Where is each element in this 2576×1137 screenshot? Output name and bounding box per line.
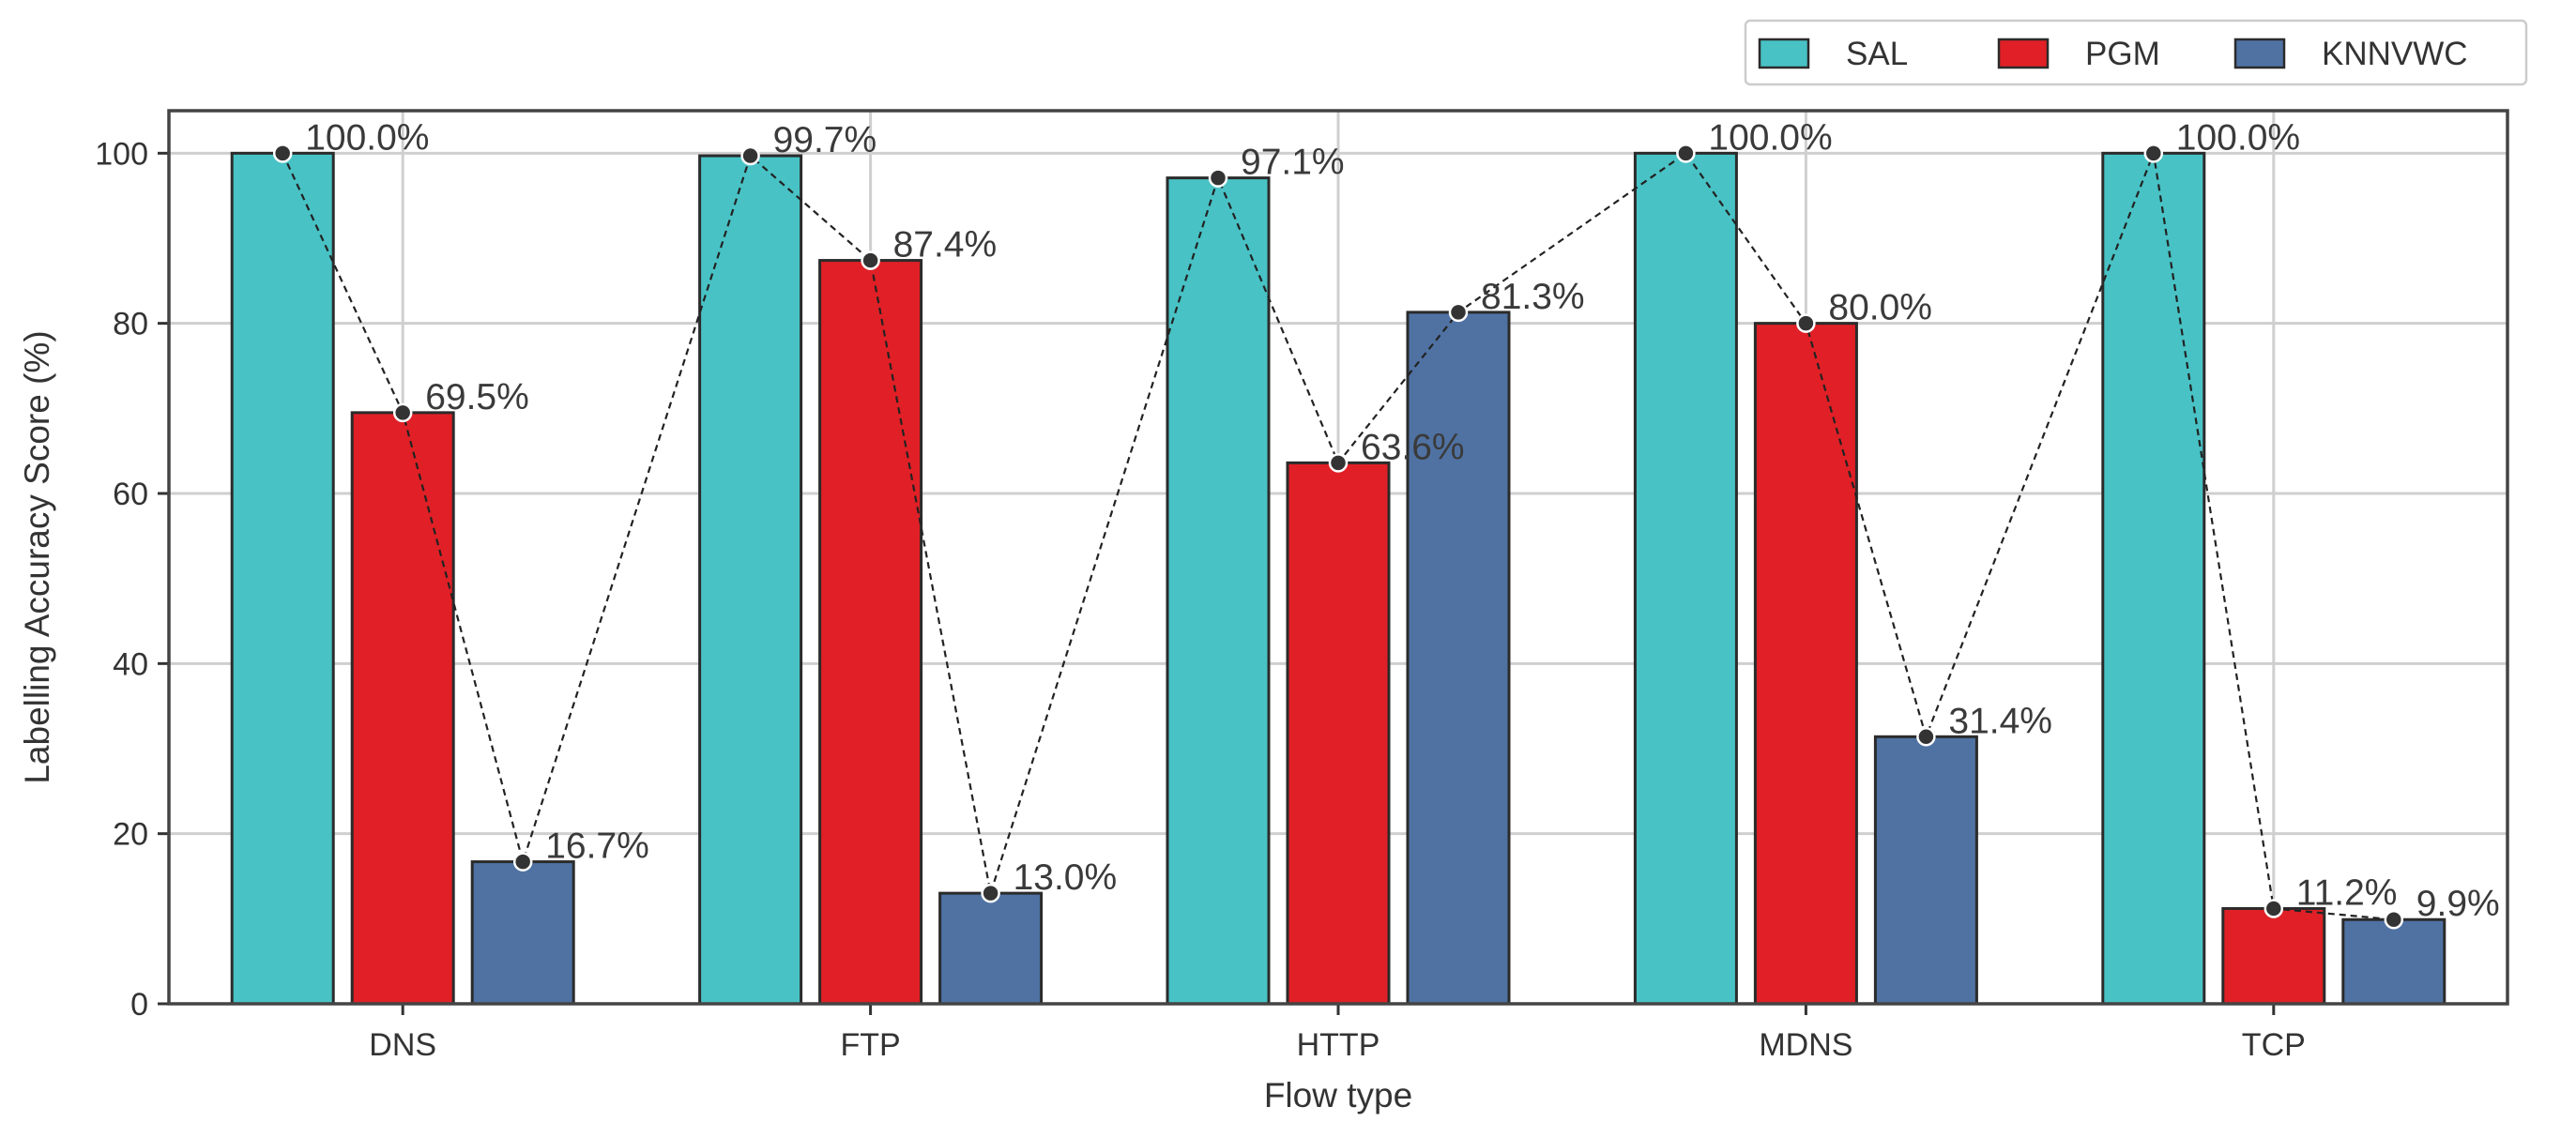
legend-swatch-knnvwc: [2233, 38, 2286, 69]
plot-frame: [167, 109, 2509, 1006]
marker-pgm-ftp: [861, 250, 880, 270]
y-tick-label: 20: [113, 817, 148, 853]
y-tick-label: 60: [113, 477, 148, 512]
connector-layer: [272, 144, 2404, 930]
marker-sal-mdns: [1676, 144, 1696, 163]
data-label-sal-ftp: 99.7%: [773, 120, 877, 160]
bar-sal-http: [1166, 176, 1271, 1006]
marker-knnvwc-ftp: [981, 883, 1000, 903]
data-label-pgm-ftp: 87.4%: [893, 225, 998, 265]
data-label-sal-dns: 100.0%: [305, 117, 429, 158]
bar-knnvwc-mdns: [1873, 735, 1978, 1006]
data-label-pgm-tcp: 11.2%: [2296, 872, 2398, 913]
bar-sal-ftp: [698, 154, 803, 1006]
marker-sal-http: [1208, 168, 1228, 188]
legend-label-pgm: PGM: [2085, 36, 2160, 72]
bar-knnvwc-dns: [470, 860, 575, 1006]
marker-pgm-mdns: [1796, 313, 1816, 333]
x-tick-label-http: HTTP: [1297, 1027, 1380, 1063]
bar-pgm-tcp: [2221, 906, 2326, 1006]
bar-pgm-mdns: [1753, 322, 1858, 1006]
data-label-sal-http: 97.1%: [1241, 143, 1345, 183]
marker-sal-tcp: [2143, 144, 2164, 163]
y-tick-label: 0: [130, 987, 148, 1023]
x-tick-label-ftp: FTP: [840, 1027, 900, 1063]
y-tick-label: 40: [113, 646, 148, 682]
data-label-pgm-dns: 69.5%: [425, 377, 529, 417]
bar-pgm-ftp: [818, 259, 923, 1006]
bar-knnvwc-ftp: [938, 891, 1044, 1006]
data-label-knnvwc-tcp: 9.9%: [2416, 884, 2500, 924]
legend-label-knnvwc: KNNVWC: [2322, 36, 2468, 72]
marker-knnvwc-http: [1448, 302, 1469, 323]
bar-sal-mdns: [1633, 151, 1738, 1006]
x-tick-label-tcp: TCP: [2242, 1027, 2306, 1063]
marker-knnvwc-mdns: [1916, 727, 1936, 747]
bar-pgm-http: [1286, 461, 1391, 1006]
data-label-sal-tcp: 100.0%: [2176, 117, 2300, 158]
bar-sal-tcp: [2101, 151, 2206, 1006]
legend-label-sal: SAL: [1846, 36, 1908, 72]
legend-box: [1744, 19, 2528, 86]
data-label-knnvwc-dns: 16.7%: [545, 826, 649, 867]
bar-knnvwc-http: [1406, 311, 1511, 1006]
marker-sal-dns: [272, 144, 293, 163]
marker-sal-ftp: [740, 145, 760, 166]
x-tick-label-dns: DNS: [369, 1027, 436, 1063]
data-label-pgm-http: 63.6%: [1361, 427, 1465, 467]
bar-sal-dns: [230, 151, 335, 1006]
data-label-knnvwc-http: 81.3%: [1481, 277, 1585, 317]
data-label-pgm-mdns: 80.0%: [1828, 288, 1932, 328]
marker-knnvwc-tcp: [2384, 909, 2404, 930]
marker-pgm-dns: [392, 402, 413, 423]
y-tick-label: 80: [113, 307, 148, 342]
data-label-knnvwc-ftp: 13.0%: [1014, 857, 1118, 898]
legend: SAL PGM KNNVWC: [1744, 19, 2528, 86]
data-label-sal-mdns: 100.0%: [1708, 117, 1832, 158]
marker-knnvwc-dns: [512, 852, 533, 872]
marker-pgm-http: [1328, 453, 1349, 473]
data-label-knnvwc-mdns: 31.4%: [1948, 701, 2052, 741]
marker-pgm-tcp: [2264, 899, 2284, 918]
legend-swatch-sal: [1758, 38, 1810, 69]
bar-layer: [230, 151, 2446, 1006]
bar-pgm-dns: [350, 411, 455, 1006]
axis-layer: 0 20 40 60 80 100 DNS FTP HTTP MDNS TCP Flow type La…: [18, 109, 2509, 1114]
x-tick-label-mdns: MDNS: [1759, 1027, 1852, 1063]
bar-knnvwc-tcp: [2341, 917, 2446, 1006]
x-axis-title: Flow type: [1264, 1076, 1412, 1114]
y-axis-title: Labelling Accuracy Score (%): [18, 330, 56, 783]
y-tick-label: 100: [95, 136, 148, 172]
data-label-layer: 100.0% 69.5% 16.7% 99.7% 87.4% 13.0% 97.1% 63.6…: [305, 117, 2500, 924]
legend-swatch-pgm: [1997, 38, 2050, 69]
